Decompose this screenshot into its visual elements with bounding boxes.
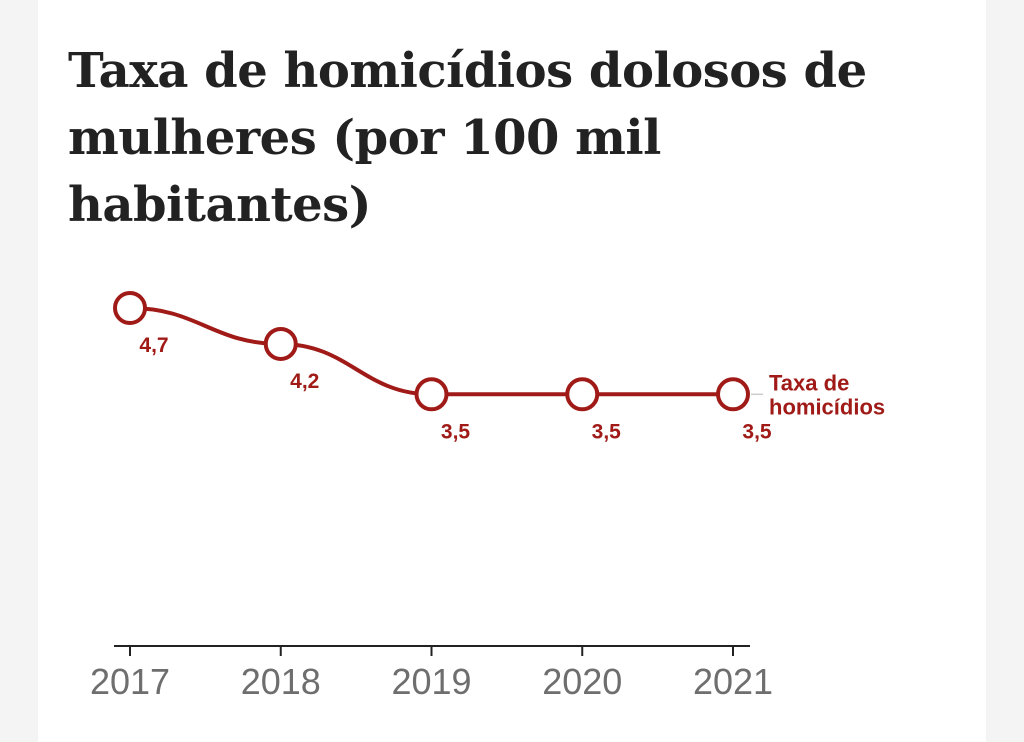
chart-card [38,0,986,742]
data-point [716,377,750,412]
data-point [263,326,298,361]
x-tick-label: 2019 [391,661,471,702]
legend-label-line: homicídios [769,394,885,419]
data-label: 4,2 [290,370,319,393]
x-tick-label: 2017 [90,661,170,702]
legend-label-line: Taxa de [769,370,849,395]
data-point [414,377,449,412]
data-label: 3,5 [742,420,772,443]
x-tick-label: 2020 [542,661,622,702]
chart-title: Taxa de homicídios dolosos de mulheres (… [68,43,867,233]
data-point [113,291,147,325]
x-tick-label: 2021 [693,661,773,702]
data-label: 3,5 [592,420,622,443]
data-label: 3,5 [441,420,471,443]
data-point [565,377,600,412]
x-tick-label: 2018 [241,661,321,702]
x-axis: 2017 2018 2019 2020 2021 [90,645,773,702]
data-label: 4,7 [139,334,168,357]
series-taxa-de-homicidios [113,291,750,412]
data-labels: 4,7 4,2 3,5 3,5 3,5 [139,334,772,443]
